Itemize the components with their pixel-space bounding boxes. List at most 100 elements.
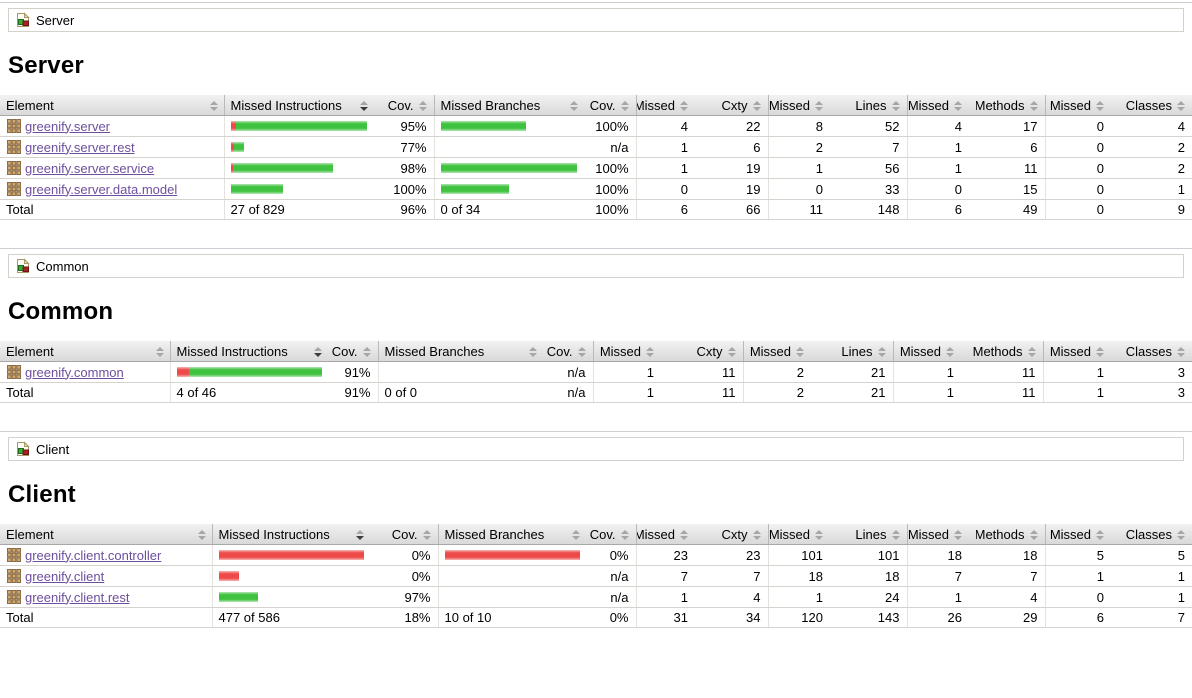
column-header-cov-[interactable]: Cov. xyxy=(374,95,434,116)
column-header-missed[interactable]: Missed xyxy=(742,341,818,362)
table-row: greenify.common 91% n/a 1 11 2 21 1 11 1 3 xyxy=(0,361,1192,383)
column-header-missed-instructions[interactable]: Missed Instructions xyxy=(169,341,328,362)
element-cell-content: greenify.client.controller xyxy=(6,547,206,563)
header-cell: Missed Instructions xyxy=(177,344,322,359)
column-header-missed[interactable]: Missed xyxy=(635,95,702,116)
column-header-methods[interactable]: Methods xyxy=(976,95,1045,116)
sort-down-icon xyxy=(314,352,322,357)
column-header-label: Cxty xyxy=(721,527,748,542)
sort-down-icon xyxy=(1096,352,1104,357)
column-header-missed[interactable]: Missed xyxy=(767,95,837,116)
sort-arrows-icon xyxy=(946,346,954,357)
column-header-methods[interactable]: Methods xyxy=(976,524,1045,545)
sort-arrows-icon xyxy=(954,529,962,540)
branches-coverage-cell: 100% xyxy=(584,157,636,179)
column-header-cov-[interactable]: Cov. xyxy=(543,341,593,362)
column-header-element[interactable]: Element xyxy=(0,341,170,362)
missed-branches-bar-cell xyxy=(433,157,584,179)
table-row: greenify.server.service 98% 100% 1 19 1 56 1 11 0… xyxy=(0,157,1192,179)
column-header-missed[interactable]: Missed xyxy=(906,95,976,116)
counter-cell: 18 xyxy=(906,544,976,566)
element-cell: greenify.client.rest xyxy=(0,586,212,608)
column-header-label: Element xyxy=(6,527,54,542)
column-header-missed[interactable]: Missed xyxy=(892,341,968,362)
column-header-missed[interactable]: Missed xyxy=(767,524,837,545)
package-link[interactable]: greenify.server.service xyxy=(25,160,155,176)
header-cell: Classes xyxy=(1124,98,1185,113)
column-header-label: Lines xyxy=(855,98,887,113)
column-header-element[interactable]: Element xyxy=(0,95,224,116)
column-header-missed-branches[interactable]: Missed Branches xyxy=(437,524,586,545)
sort-down-icon xyxy=(1177,535,1185,540)
column-header-classes[interactable]: Classes xyxy=(1118,341,1192,362)
coverage-section: Server Server Element Missed Instructions… xyxy=(0,2,1192,220)
column-header-cxty[interactable]: Cxty xyxy=(702,95,768,116)
coverage-report-root: Server Server Element Missed Instructions… xyxy=(0,2,1192,628)
counter-cell: 15 xyxy=(976,178,1045,200)
column-header-missed[interactable]: Missed xyxy=(1044,524,1118,545)
column-header-missed-instructions[interactable]: Missed Instructions xyxy=(223,95,374,116)
coverage-bar xyxy=(440,118,579,134)
column-header-missed[interactable]: Missed xyxy=(592,341,668,362)
column-header-label: Methods xyxy=(976,98,1025,113)
branches-coverage-cell: n/a xyxy=(586,586,636,608)
element-cell: greenify.server.rest xyxy=(0,136,224,158)
instructions-coverage-cell: 98% xyxy=(374,157,434,179)
sort-down-icon xyxy=(815,106,823,111)
package-link[interactable]: greenify.common xyxy=(25,364,124,380)
total-instructions-coverage-cell: 96% xyxy=(374,199,434,220)
sort-arrows-icon xyxy=(570,100,578,111)
total-row: Total 477 of 586 18% 10 of 10 0% 31 34 120 143 26… xyxy=(0,607,1192,628)
package-link[interactable]: greenify.server xyxy=(25,118,111,134)
column-header-missed-branches[interactable]: Missed Branches xyxy=(377,341,543,362)
column-header-cxty[interactable]: Cxty xyxy=(668,341,743,362)
column-header-methods[interactable]: Methods xyxy=(968,341,1043,362)
column-header-missed-instructions[interactable]: Missed Instructions xyxy=(211,524,370,545)
covered-bar-segment xyxy=(233,142,244,152)
column-header-cov-[interactable]: Cov. xyxy=(586,524,636,545)
group-icon xyxy=(15,12,31,28)
column-header-cxty[interactable]: Cxty xyxy=(702,524,768,545)
column-header-lines[interactable]: Lines xyxy=(837,95,907,116)
column-header-label: Element xyxy=(6,344,54,359)
coverage-bar xyxy=(385,364,538,380)
total-instructions-coverage-cell: 18% xyxy=(370,607,438,628)
column-header-missed[interactable]: Missed xyxy=(1042,341,1118,362)
sort-down-icon xyxy=(1096,535,1104,540)
column-header-label: Missed xyxy=(636,527,675,542)
package-icon xyxy=(6,568,22,584)
total-label-cell: Total xyxy=(0,607,212,628)
column-header-lines[interactable]: Lines xyxy=(837,524,907,545)
package-link[interactable]: greenify.server.rest xyxy=(25,139,135,155)
column-header-cov-[interactable]: Cov. xyxy=(328,341,378,362)
instructions-coverage-cell: 0% xyxy=(370,565,438,587)
column-header-classes[interactable]: Classes xyxy=(1118,524,1192,545)
package-link[interactable]: greenify.client xyxy=(25,568,105,584)
column-header-cov-[interactable]: Cov. xyxy=(370,524,438,545)
column-header-missed[interactable]: Missed xyxy=(906,524,976,545)
column-header-classes[interactable]: Classes xyxy=(1118,95,1192,116)
column-header-lines[interactable]: Lines xyxy=(818,341,893,362)
column-header-missed-branches[interactable]: Missed Branches xyxy=(433,95,584,116)
header-cell: Missed xyxy=(1050,344,1104,359)
package-link[interactable]: greenify.server.data.model xyxy=(25,181,178,197)
element-cell: greenify.client xyxy=(0,565,212,587)
header-cell: Missed Branches xyxy=(441,98,578,113)
counter-cell: 18 xyxy=(837,565,907,587)
sort-up-icon xyxy=(356,529,364,534)
column-header-cov-[interactable]: Cov. xyxy=(584,95,636,116)
sort-up-icon xyxy=(954,529,962,534)
missed-bar-segment xyxy=(230,142,234,152)
total-counter-cell: 9 xyxy=(1118,199,1192,220)
column-header-label: Element xyxy=(6,98,54,113)
total-counter-cell: 6 xyxy=(906,199,976,220)
column-header-missed[interactable]: Missed xyxy=(635,524,702,545)
sort-up-icon xyxy=(1177,100,1185,105)
package-link[interactable]: greenify.client.rest xyxy=(25,589,130,605)
package-link[interactable]: greenify.client.controller xyxy=(25,547,162,563)
column-header-element[interactable]: Element xyxy=(0,524,212,545)
table-row: greenify.server.data.model 100% 100% 0 19 0 33… xyxy=(0,178,1192,200)
instructions-coverage-cell: 0% xyxy=(370,544,438,566)
sort-arrows-icon xyxy=(752,529,761,540)
column-header-missed[interactable]: Missed xyxy=(1044,95,1118,116)
